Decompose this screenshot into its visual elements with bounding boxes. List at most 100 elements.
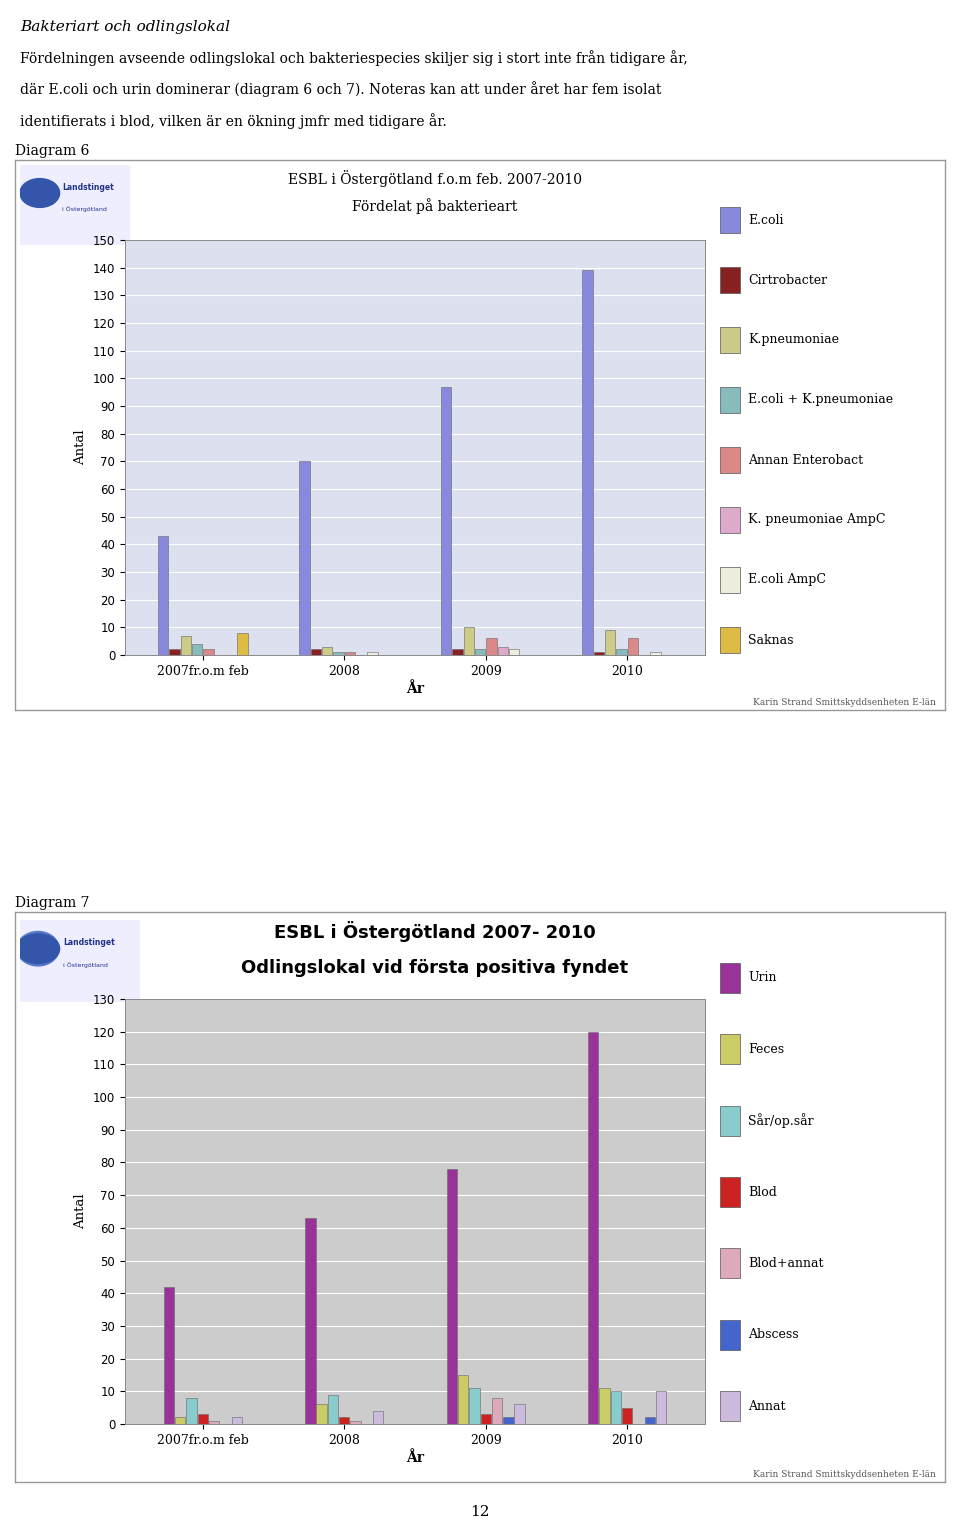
Bar xyxy=(720,266,740,294)
Text: Landstinget: Landstinget xyxy=(63,939,115,947)
Bar xyxy=(198,1414,208,1423)
Bar xyxy=(497,647,508,655)
Bar xyxy=(605,630,615,655)
Bar xyxy=(720,962,740,993)
Bar xyxy=(720,387,740,413)
Bar xyxy=(452,650,463,655)
Text: Diagram 7: Diagram 7 xyxy=(15,896,89,910)
Text: Blod: Blod xyxy=(748,1185,777,1199)
Text: Abscess: Abscess xyxy=(748,1328,799,1342)
X-axis label: År: År xyxy=(406,1451,424,1465)
Bar xyxy=(158,536,168,655)
Text: Saknas: Saknas xyxy=(748,633,794,647)
Text: där E.coli och urin dominerar (diagram 6 och 7). Noteras kan att under året har : där E.coli och urin dominerar (diagram 6… xyxy=(20,81,661,97)
Text: E.coli: E.coli xyxy=(748,214,783,226)
Bar xyxy=(237,633,248,655)
Bar xyxy=(593,652,604,655)
Bar xyxy=(720,1034,740,1064)
Bar xyxy=(209,1420,219,1423)
Bar xyxy=(720,1105,740,1136)
FancyBboxPatch shape xyxy=(20,921,140,1002)
Text: Landstinget: Landstinget xyxy=(61,183,113,192)
Bar xyxy=(644,1417,655,1423)
Bar xyxy=(720,1320,740,1349)
Text: ESBL i Östergötland f.o.m feb. 2007-2010: ESBL i Östergötland f.o.m feb. 2007-2010 xyxy=(288,171,582,188)
Bar xyxy=(192,644,203,655)
Bar xyxy=(305,1217,316,1423)
Bar xyxy=(333,652,344,655)
Text: Feces: Feces xyxy=(748,1042,784,1056)
Bar xyxy=(650,652,660,655)
Text: K.pneumoniae: K.pneumoniae xyxy=(748,334,839,346)
Bar xyxy=(515,1405,525,1423)
Bar xyxy=(350,1420,361,1423)
Text: 12: 12 xyxy=(470,1505,490,1519)
Bar xyxy=(599,1388,610,1423)
Bar xyxy=(368,652,378,655)
Bar xyxy=(656,1391,666,1423)
Text: E.coli + K.pneumoniae: E.coli + K.pneumoniae xyxy=(748,393,893,406)
Bar xyxy=(583,271,592,655)
Bar xyxy=(323,647,332,655)
Bar xyxy=(616,650,627,655)
Bar xyxy=(486,638,496,655)
Bar xyxy=(231,1417,242,1423)
Text: Blod+annat: Blod+annat xyxy=(748,1257,824,1270)
Text: Sår/op.sår: Sår/op.sår xyxy=(748,1113,814,1128)
Bar xyxy=(720,1391,740,1422)
Bar xyxy=(720,1248,740,1279)
Bar xyxy=(481,1414,491,1423)
Bar xyxy=(327,1394,338,1423)
Bar xyxy=(628,638,638,655)
Bar xyxy=(339,1417,349,1423)
Bar xyxy=(492,1397,502,1423)
Y-axis label: Antal: Antal xyxy=(74,1194,87,1230)
Text: i Östergötland: i Östergötland xyxy=(61,206,107,212)
Bar xyxy=(720,567,740,593)
Bar xyxy=(503,1417,514,1423)
Bar xyxy=(169,650,180,655)
Text: i Östergötland: i Östergötland xyxy=(63,962,108,968)
Bar xyxy=(186,1397,197,1423)
Bar xyxy=(720,206,740,234)
Ellipse shape xyxy=(17,931,59,965)
Text: Diagram 6: Diagram 6 xyxy=(15,144,89,158)
Bar xyxy=(475,650,485,655)
Bar xyxy=(611,1391,621,1423)
Bar xyxy=(458,1376,468,1423)
Bar xyxy=(588,1031,598,1423)
Bar xyxy=(446,1170,457,1423)
Text: Fördelat på bakterieart: Fördelat på bakterieart xyxy=(352,198,517,214)
Text: Odlingslokal vid första positiva fyndet: Odlingslokal vid första positiva fyndet xyxy=(241,959,629,976)
Circle shape xyxy=(16,934,60,964)
Bar xyxy=(720,1177,740,1207)
Bar xyxy=(509,650,519,655)
Bar xyxy=(204,650,214,655)
Y-axis label: Antal: Antal xyxy=(74,430,87,466)
FancyBboxPatch shape xyxy=(20,164,130,244)
Bar xyxy=(469,1388,480,1423)
Text: Fördelningen avseende odlingslokal och bakteriespecies skiljer sig i stort inte : Fördelningen avseende odlingslokal och b… xyxy=(20,51,687,66)
Bar xyxy=(175,1417,185,1423)
Bar xyxy=(441,387,451,655)
Text: Annan Enterobact: Annan Enterobact xyxy=(748,453,863,467)
Bar xyxy=(311,650,322,655)
Bar xyxy=(622,1408,633,1423)
Text: Urin: Urin xyxy=(748,971,777,984)
Bar xyxy=(720,507,740,533)
Text: K. pneumoniae AmpC: K. pneumoniae AmpC xyxy=(748,513,885,527)
Bar xyxy=(373,1411,383,1423)
Text: Karin Strand Smittskyddsenheten E-län: Karin Strand Smittskyddsenheten E-län xyxy=(753,1471,936,1479)
Text: identifierats i blod, vilken är en ökning jmfr med tidigare år.: identifierats i blod, vilken är en öknin… xyxy=(20,112,446,129)
Text: Annat: Annat xyxy=(748,1400,785,1413)
Text: Bakteriart och odlingslokal: Bakteriart och odlingslokal xyxy=(20,20,230,34)
Text: ESBL i Östergötland 2007- 2010: ESBL i Östergötland 2007- 2010 xyxy=(275,921,596,942)
Bar xyxy=(464,627,474,655)
Circle shape xyxy=(20,178,60,207)
X-axis label: År: År xyxy=(406,682,424,696)
Bar xyxy=(180,636,191,655)
Bar xyxy=(317,1405,326,1423)
Bar xyxy=(300,461,310,655)
Text: Cirtrobacter: Cirtrobacter xyxy=(748,274,828,286)
Text: E.coli AmpC: E.coli AmpC xyxy=(748,573,826,587)
